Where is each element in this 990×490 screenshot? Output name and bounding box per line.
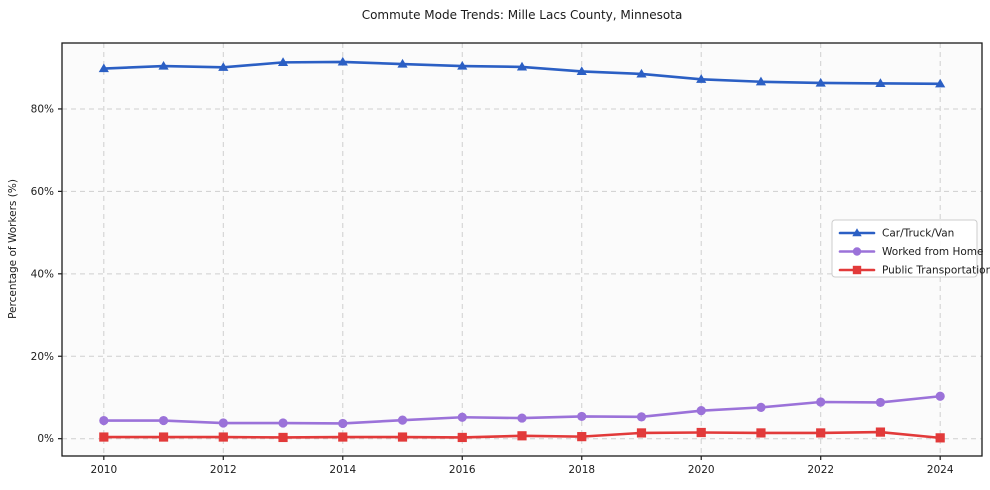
x-tick-label: 2020	[688, 464, 715, 476]
legend-label: Car/Truck/Van	[882, 228, 954, 240]
series-public-transportation	[99, 427, 945, 443]
x-tick-label: 2022	[807, 464, 834, 476]
series-markers-worked-from-home	[99, 391, 945, 429]
x-tick-label: 2016	[449, 464, 476, 476]
y-tick-label: 20%	[31, 351, 54, 363]
series-markers-public-transportation	[99, 427, 945, 443]
x-tick-label: 2012	[210, 464, 237, 476]
series-car-truck-van	[98, 56, 946, 88]
x-tick-label: 2014	[329, 464, 356, 476]
x-tick-label: 2024	[927, 464, 954, 476]
legend-label: Public Transportation	[882, 265, 990, 277]
plot-background	[62, 43, 982, 456]
axes-frame	[61, 42, 983, 457]
legend-label: Worked from Home	[882, 246, 983, 258]
series-markers-car-truck-van	[98, 56, 946, 88]
x-tick-label: 2010	[90, 464, 117, 476]
legend-item-worked-from-home: Worked from Home	[838, 246, 983, 258]
tick-marks	[58, 108, 941, 460]
chart-title: Commute Mode Trends: Mille Lacs County, …	[361, 8, 683, 22]
legend-marker-triangle-icon	[852, 228, 862, 237]
y-tick-label: 60%	[31, 186, 54, 198]
x-tick-label: 2018	[568, 464, 595, 476]
y-tick-label: 80%	[31, 103, 54, 115]
legend-marker-square-icon	[852, 265, 862, 275]
legend-marker-circle-icon	[852, 247, 862, 256]
y-tick-label: 0%	[37, 433, 54, 445]
legend-item-public-transportation: Public Transportation	[838, 265, 990, 277]
y-tick-label: 40%	[31, 268, 54, 280]
series-worked-from-home	[99, 391, 945, 429]
gridlines	[62, 43, 982, 456]
legend-item-car-truck-van: Car/Truck/Van	[838, 228, 954, 240]
legend: Car/Truck/Van Worked from Home Public Tran…	[831, 219, 990, 278]
tick-labels: 0% 20% 40% 60% 80% 2010 2012 2014 2016 2018 2020 20…	[31, 103, 954, 476]
y-axis-label: Percentage of Workers (%)	[7, 179, 19, 319]
